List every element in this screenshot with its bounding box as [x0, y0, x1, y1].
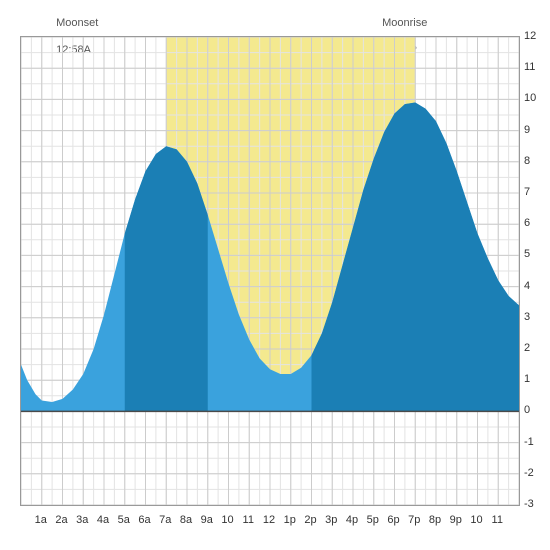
x-tick-label: 7p	[404, 514, 424, 526]
y-tick-label: 11	[524, 61, 546, 73]
x-tick-label: 11	[238, 514, 258, 526]
x-tick-label: 8p	[425, 514, 445, 526]
y-tick-label: 9	[524, 124, 546, 136]
x-tick-label: 7a	[155, 514, 175, 526]
y-tick-label: 10	[524, 92, 546, 104]
x-tick-label: 4p	[342, 514, 362, 526]
y-tick-label: 12	[524, 30, 546, 42]
tide-chart	[20, 36, 520, 506]
y-tick-label: 3	[524, 311, 546, 323]
moonset-title: Moonset	[56, 17, 98, 29]
x-tick-label: 6p	[384, 514, 404, 526]
y-tick-label: 1	[524, 373, 546, 385]
x-tick-label: 5a	[114, 514, 134, 526]
moonrise-title: Moonrise	[382, 17, 427, 29]
x-tick-label: 3a	[72, 514, 92, 526]
x-tick-label: 1a	[31, 514, 51, 526]
x-tick-label: 3p	[321, 514, 341, 526]
x-tick-label: 12	[259, 514, 279, 526]
y-tick-label: 2	[524, 342, 546, 354]
y-tick-label: 5	[524, 248, 546, 260]
y-tick-label: 4	[524, 280, 546, 292]
x-tick-label: 9p	[446, 514, 466, 526]
tide-chart-svg	[21, 37, 519, 505]
y-tick-label: -3	[524, 498, 546, 510]
x-tick-label: 10	[218, 514, 238, 526]
y-tick-label: -1	[524, 436, 546, 448]
x-tick-label: 1p	[280, 514, 300, 526]
y-tick-label: 0	[524, 404, 546, 416]
x-tick-label: 6a	[135, 514, 155, 526]
x-tick-label: 9a	[197, 514, 217, 526]
x-tick-label: 4a	[93, 514, 113, 526]
y-tick-label: 6	[524, 217, 546, 229]
x-tick-label: 11	[487, 514, 507, 526]
y-tick-label: 8	[524, 155, 546, 167]
x-tick-label: 2p	[301, 514, 321, 526]
x-tick-label: 10	[467, 514, 487, 526]
y-tick-label: -2	[524, 467, 546, 479]
y-tick-label: 7	[524, 186, 546, 198]
x-tick-label: 5p	[363, 514, 383, 526]
x-tick-label: 2a	[52, 514, 72, 526]
x-tick-label: 8a	[176, 514, 196, 526]
